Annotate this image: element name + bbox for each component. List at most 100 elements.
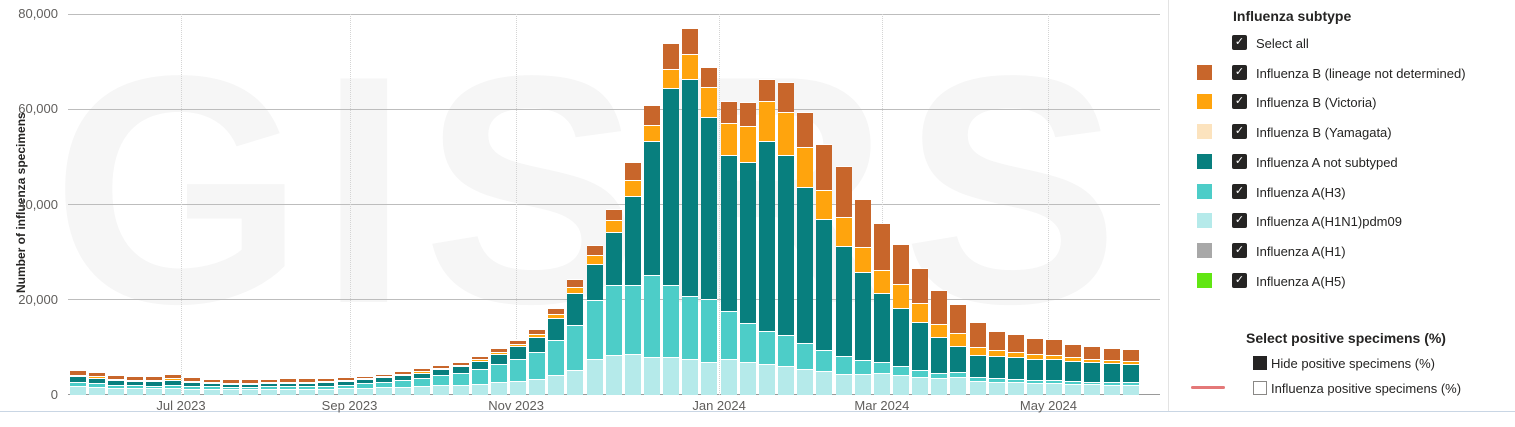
bar-segment-influenza-b-victoria-[interactable] bbox=[663, 68, 680, 89]
bar-segment-influenza-a-h1n1-pdm09[interactable] bbox=[586, 359, 603, 395]
bar-segment-influenza-b-lineage-not-determined-[interactable] bbox=[184, 377, 201, 382]
bar-segment-influenza-a-not-subtyped[interactable] bbox=[931, 337, 948, 373]
legend-item-select-all[interactable]: ✓ Select all bbox=[1169, 28, 1515, 58]
bar-segment-influenza-a-h1n1-pdm09[interactable] bbox=[739, 361, 756, 395]
bar-segment-influenza-a-h3-[interactable] bbox=[624, 285, 641, 355]
bar-segment-influenza-b-lineage-not-determined-[interactable] bbox=[375, 373, 392, 377]
bar-segment-influenza-a-h1n1-pdm09[interactable] bbox=[165, 387, 182, 395]
bar-segment-influenza-a-not-subtyped[interactable] bbox=[509, 346, 526, 359]
bar-week-26[interactable] bbox=[548, 307, 565, 395]
bar-segment-influenza-a-h1n1-pdm09[interactable] bbox=[797, 368, 814, 395]
bar-week-38[interactable] bbox=[778, 81, 795, 395]
bar-segment-influenza-a-not-subtyped[interactable] bbox=[1103, 363, 1120, 383]
bar-segment-influenza-a-h1n1-pdm09[interactable] bbox=[778, 366, 795, 395]
bar-segment-influenza-b-lineage-not-determined-[interactable] bbox=[299, 378, 316, 382]
bar-week-46[interactable] bbox=[931, 290, 948, 395]
bar-segment-influenza-a-not-subtyped[interactable] bbox=[452, 365, 469, 374]
bar-segment-influenza-b-lineage-not-determined-[interactable] bbox=[950, 303, 967, 333]
bar-segment-influenza-b-lineage-not-determined-[interactable] bbox=[835, 165, 852, 218]
bar-week-45[interactable] bbox=[912, 268, 929, 395]
bar-segment-influenza-a-h1n1-pdm09[interactable] bbox=[548, 375, 565, 395]
bar-segment-influenza-a-h1n1-pdm09[interactable] bbox=[988, 381, 1005, 395]
bar-segment-influenza-a-not-subtyped[interactable] bbox=[586, 264, 603, 300]
bar-segment-influenza-b-lineage-not-determined-[interactable] bbox=[433, 365, 450, 368]
bar-segment-influenza-a-h1n1-pdm09[interactable] bbox=[854, 373, 871, 395]
bar-week-16[interactable] bbox=[356, 375, 373, 395]
bar-segment-influenza-a-h3-[interactable] bbox=[1103, 382, 1120, 385]
bar-segment-influenza-b-lineage-not-determined-[interactable] bbox=[490, 347, 507, 352]
bar-segment-influenza-b-lineage-not-determined-[interactable] bbox=[873, 222, 890, 270]
bar-segment-influenza-b-victoria-[interactable] bbox=[912, 303, 929, 323]
bar-segment-influenza-a-not-subtyped[interactable] bbox=[88, 377, 105, 384]
bar-week-21[interactable] bbox=[452, 361, 469, 395]
bar-segment-influenza-b-victoria-[interactable] bbox=[931, 324, 948, 338]
bar-segment-influenza-a-h1n1-pdm09[interactable] bbox=[375, 387, 392, 395]
bar-segment-influenza-b-lineage-not-determined-[interactable] bbox=[88, 371, 105, 377]
bar-segment-influenza-b-lineage-not-determined-[interactable] bbox=[586, 245, 603, 255]
bar-segment-influenza-a-not-subtyped[interactable] bbox=[299, 382, 316, 386]
bar-week-41[interactable] bbox=[835, 165, 852, 395]
bar-segment-influenza-b-lineage-not-determined-[interactable] bbox=[988, 331, 1005, 350]
bar-segment-influenza-a-h3-[interactable] bbox=[758, 330, 775, 365]
bar-week-42[interactable] bbox=[854, 199, 871, 395]
bar-week-32[interactable] bbox=[663, 42, 680, 395]
bar-segment-influenza-b-victoria-[interactable] bbox=[1027, 354, 1043, 359]
bar-segment-influenza-b-lineage-not-determined-[interactable] bbox=[241, 379, 258, 383]
bar-segment-influenza-a-h3-[interactable] bbox=[490, 364, 507, 383]
bar-segment-influenza-a-h1n1-pdm09[interactable] bbox=[356, 387, 373, 395]
bar-segment-influenza-a-h1n1-pdm09[interactable] bbox=[950, 376, 967, 395]
bar-segment-influenza-b-lineage-not-determined-[interactable] bbox=[624, 162, 641, 180]
bar-segment-influenza-a-not-subtyped[interactable] bbox=[165, 379, 182, 385]
bar-segment-influenza-b-lineage-not-determined-[interactable] bbox=[912, 268, 929, 304]
bar-segment-influenza-a-h3-[interactable] bbox=[586, 299, 603, 360]
bar-segment-influenza-a-h3-[interactable] bbox=[969, 376, 986, 381]
bar-week-37[interactable] bbox=[758, 78, 775, 395]
bar-segment-influenza-a-not-subtyped[interactable] bbox=[816, 219, 833, 351]
bar-week-27[interactable] bbox=[567, 279, 584, 395]
checkbox-influenza-a-h3-[interactable]: ✓ bbox=[1232, 183, 1247, 199]
legend-item-influenza-positive-specimens-[interactable]: Influenza positive specimens (%) bbox=[1169, 377, 1515, 401]
bar-segment-influenza-b-victoria-[interactable] bbox=[854, 247, 871, 272]
bar-segment-influenza-b-victoria-[interactable] bbox=[69, 375, 86, 377]
bar-segment-influenza-b-lineage-not-determined-[interactable] bbox=[318, 377, 335, 382]
bar-segment-influenza-a-not-subtyped[interactable] bbox=[778, 154, 795, 336]
bar-segment-influenza-b-victoria-[interactable] bbox=[337, 380, 354, 382]
bar-segment-influenza-a-h1n1-pdm09[interactable] bbox=[414, 386, 431, 395]
bar-week-14[interactable] bbox=[318, 377, 335, 395]
bar-segment-influenza-a-not-subtyped[interactable] bbox=[184, 382, 201, 386]
bar-segment-influenza-a-h1n1-pdm09[interactable] bbox=[969, 380, 986, 395]
bar-segment-influenza-a-not-subtyped[interactable] bbox=[471, 360, 488, 370]
bar-week-11[interactable] bbox=[261, 378, 277, 395]
bar-segment-influenza-b-lineage-not-determined-[interactable] bbox=[261, 378, 277, 383]
bar-segment-influenza-a-h1n1-pdm09[interactable] bbox=[241, 389, 258, 395]
legend-item-influenza-a-h3-[interactable]: ✓ Influenza A(H3) bbox=[1169, 177, 1515, 207]
bar-week-52[interactable] bbox=[1046, 339, 1063, 395]
bar-segment-influenza-a-h3-[interactable] bbox=[222, 386, 239, 390]
bar-segment-influenza-a-not-subtyped[interactable] bbox=[758, 141, 775, 331]
bar-segment-influenza-a-h1n1-pdm09[interactable] bbox=[682, 359, 699, 395]
bar-segment-influenza-a-not-subtyped[interactable] bbox=[107, 379, 124, 385]
bar-segment-influenza-b-lineage-not-determined-[interactable] bbox=[969, 321, 986, 348]
bar-week-35[interactable] bbox=[720, 100, 737, 395]
bar-segment-influenza-a-h3-[interactable] bbox=[509, 358, 526, 381]
bar-segment-influenza-b-victoria-[interactable] bbox=[280, 381, 297, 383]
bar-week-13[interactable] bbox=[299, 378, 316, 395]
bar-segment-influenza-a-h1n1-pdm09[interactable] bbox=[261, 389, 277, 395]
bar-segment-influenza-a-h3-[interactable] bbox=[931, 372, 948, 379]
bar-week-48[interactable] bbox=[969, 321, 986, 395]
bar-segment-influenza-a-h3-[interactable] bbox=[912, 369, 929, 377]
bar-week-34[interactable] bbox=[701, 66, 718, 395]
bar-segment-influenza-a-not-subtyped[interactable] bbox=[356, 379, 373, 384]
bar-segment-influenza-a-not-subtyped[interactable] bbox=[69, 376, 86, 383]
checkbox-select-all[interactable]: ✓ bbox=[1232, 35, 1247, 50]
bar-segment-influenza-a-not-subtyped[interactable] bbox=[1122, 363, 1139, 383]
bar-segment-influenza-b-lineage-not-determined-[interactable] bbox=[931, 290, 948, 325]
bar-segment-influenza-a-h3-[interactable] bbox=[1065, 381, 1082, 384]
bar-segment-influenza-b-lineage-not-determined-[interactable] bbox=[452, 361, 469, 365]
bar-segment-influenza-a-h1n1-pdm09[interactable] bbox=[88, 386, 105, 395]
bar-week-7[interactable] bbox=[184, 377, 201, 395]
bar-segment-influenza-b-lineage-not-determined-[interactable] bbox=[797, 112, 814, 147]
legend-item-influenza-a-h1n1-pdm09[interactable]: ✓ Influenza A(H1N1)pdm09 bbox=[1169, 206, 1515, 236]
bar-segment-influenza-a-h3-[interactable] bbox=[203, 386, 220, 390]
bar-segment-influenza-b-victoria-[interactable] bbox=[969, 347, 986, 356]
